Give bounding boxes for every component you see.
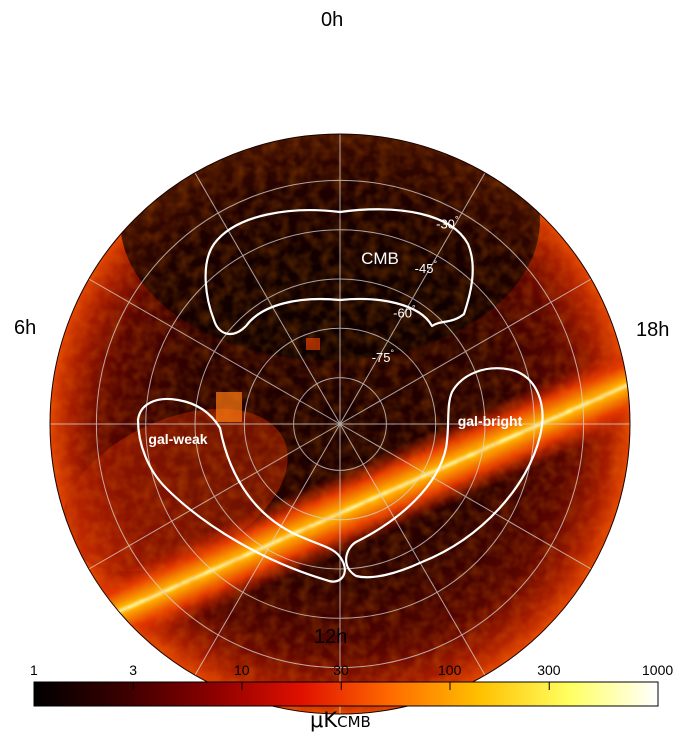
meridian-line xyxy=(88,278,341,425)
hour-label-12h: 12h xyxy=(314,626,348,648)
meridian-line xyxy=(339,172,486,425)
meridian-line xyxy=(339,278,592,425)
colorbar-tick-label: 30 xyxy=(333,662,349,678)
declination-label: -30° xyxy=(436,215,459,232)
hot-spot xyxy=(306,338,320,350)
declination-label: -45° xyxy=(415,259,438,276)
colorbar-tick-label: 1000 xyxy=(642,662,674,678)
meridian-line xyxy=(339,423,486,676)
region-labels: CMB gal-bright gal-weak xyxy=(148,249,522,447)
gal-weak-region-outline xyxy=(136,397,346,583)
unit-main: μK xyxy=(310,708,338,732)
colorbar-tick-label: 100 xyxy=(438,662,462,678)
gal-bright-region-label: gal-bright xyxy=(458,413,523,429)
meridian-line xyxy=(194,423,341,676)
cmb-region-label: CMB xyxy=(361,249,399,268)
colorbar-tick-label: 3 xyxy=(129,662,138,678)
hour-label-6h: 6h xyxy=(14,317,37,339)
unit-subscript: CMB xyxy=(337,713,371,731)
gal-weak-region-label: gal-weak xyxy=(148,431,207,447)
declination-label: -60° xyxy=(393,303,416,320)
cmb-region-outline xyxy=(204,208,474,336)
meridian-line xyxy=(339,423,592,570)
colorbar-unit-label: μKCMB xyxy=(310,708,371,732)
colorbar-tick-label: 300 xyxy=(537,662,561,678)
coordinate-grid xyxy=(50,134,630,714)
meridian-line xyxy=(194,172,341,425)
declination-label: -75° xyxy=(372,348,395,365)
colorbar-tick-label: 10 xyxy=(234,662,250,678)
map-border xyxy=(49,133,631,715)
colorbar-tick-label: 1 xyxy=(30,662,38,678)
hour-label-18h: 18h xyxy=(636,319,670,341)
colorbar xyxy=(33,681,659,707)
hour-label-0h: 0h xyxy=(321,9,344,31)
hot-spot xyxy=(216,392,242,422)
gal-bright-region-outline xyxy=(345,367,544,579)
meridian-line xyxy=(88,423,341,570)
